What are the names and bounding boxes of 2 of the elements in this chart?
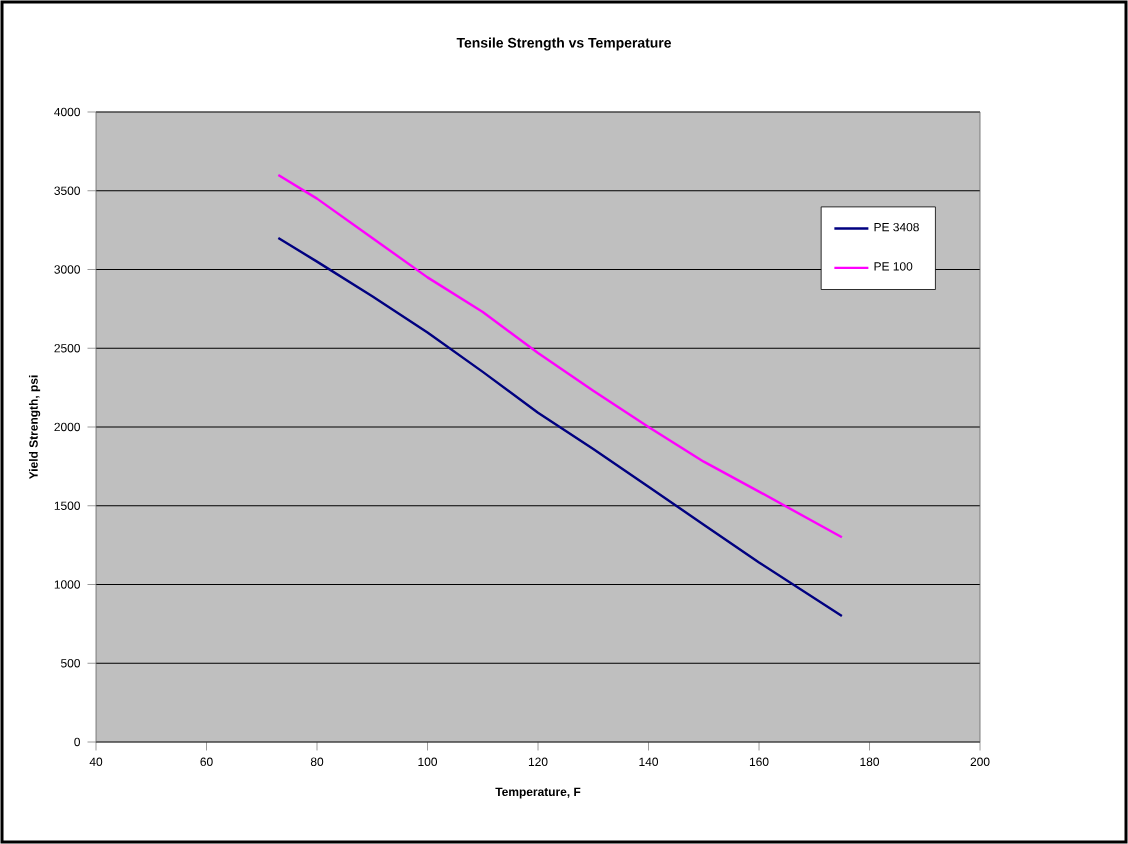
line-series bbox=[277, 236, 844, 618]
line-series bbox=[277, 173, 844, 539]
